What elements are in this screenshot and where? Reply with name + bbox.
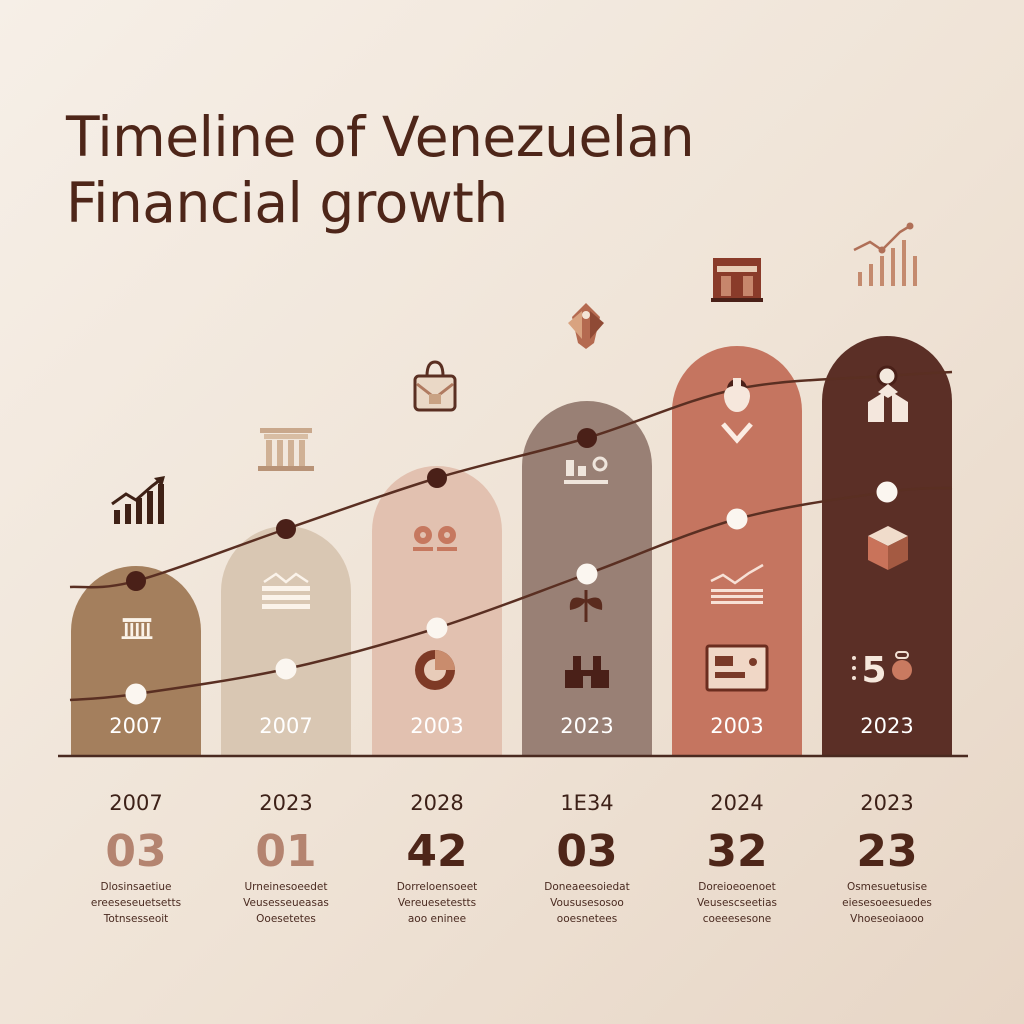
category-value-label: 42 <box>406 826 467 877</box>
category-description-line: Totnsesseoit <box>103 913 169 925</box>
ledger-icon <box>262 572 310 609</box>
chart-title-line-1: Timeline of Venezuelan <box>66 105 695 169</box>
category-year-label: 2007 <box>109 791 162 815</box>
category-description-line: Vhoeseoiaooo <box>850 913 924 925</box>
growth-icon <box>564 456 608 484</box>
category-year-label: 1E34 <box>560 791 613 815</box>
bar-year-label: 2007 <box>259 714 312 738</box>
category-year-label: 2023 <box>860 791 913 815</box>
target-icon <box>415 650 455 690</box>
data-point <box>876 481 898 503</box>
category-description-line: Dlosinsaetiue <box>101 881 172 893</box>
bar-chart-icon <box>111 476 165 524</box>
series-line <box>69 370 953 589</box>
leaf-icon <box>569 590 603 622</box>
chart-title-line-2: Financial growth <box>66 171 508 235</box>
category-year-label: 2028 <box>410 791 463 815</box>
category-description-line: Urneinesoeedet <box>244 881 327 893</box>
data-point <box>276 519 296 539</box>
bar-year-label: 2003 <box>410 714 463 738</box>
bar <box>221 526 351 756</box>
category-description-line: Ooesetetes <box>256 913 316 925</box>
category-value-label: 32 <box>706 826 767 877</box>
data-point <box>126 571 146 591</box>
series-line <box>69 486 953 702</box>
bar-year-label: 2023 <box>860 714 913 738</box>
data-point <box>275 658 297 680</box>
trend-chart-icon <box>853 222 917 286</box>
category-description-line: Osmesuetusise <box>847 881 927 893</box>
cube-icon <box>868 526 908 570</box>
bar-year-label: 2007 <box>109 714 162 738</box>
data-point <box>726 508 748 530</box>
coins-icon <box>413 526 457 551</box>
building-icon <box>711 258 763 302</box>
monitor-icon <box>705 644 769 692</box>
data-point <box>427 468 447 488</box>
category-description-line: Doreioeoenoet <box>698 881 775 893</box>
category-value-label: 03 <box>105 826 166 877</box>
data-point <box>576 563 598 585</box>
bar-year-label: 2003 <box>710 714 763 738</box>
category-value-label: 03 <box>556 826 617 877</box>
bank-icon <box>258 428 314 471</box>
line-chart-icon <box>710 563 764 604</box>
bar <box>372 466 502 756</box>
category-description-line: eiesesoeesuedes <box>842 897 932 909</box>
category-description-line: Voususesosoo <box>550 897 624 909</box>
category-year-label: 2024 <box>710 791 763 815</box>
bar <box>672 346 802 756</box>
bank-icon <box>121 618 153 639</box>
category-year-label: 2023 <box>259 791 312 815</box>
category-description-line: Veusesseueasas <box>243 897 329 909</box>
warehouse-icon <box>565 656 609 688</box>
data-point <box>125 683 147 705</box>
category-description-line: Veusescseetias <box>697 897 777 909</box>
bar-year-label: 2023 <box>560 714 613 738</box>
category-description-line: ooesnetees <box>557 913 617 925</box>
shield-icon <box>568 303 604 349</box>
data-point <box>876 365 898 387</box>
category-description-line: Dorreloensoeet <box>397 881 478 893</box>
bar <box>71 566 201 756</box>
category-description-line: ereeseseuetsetts <box>91 897 181 909</box>
category-description-line: Vereuesetestts <box>398 897 476 909</box>
chevron-down-icon <box>721 422 753 444</box>
money-bag-icon <box>724 378 750 412</box>
category-value-label: 01 <box>255 826 316 877</box>
category-value-label: 23 <box>856 826 917 877</box>
data-point <box>577 428 597 448</box>
boxes-icon <box>868 384 908 422</box>
counter-number: 5 <box>861 650 886 691</box>
coin-counter-icon: 5 <box>852 650 912 691</box>
category-description-line: coeeesesone <box>703 913 772 925</box>
category-description-line: aoo eninee <box>408 913 466 925</box>
category-description-line: Doneaeesoiedat <box>544 881 629 893</box>
briefcase-icon <box>413 360 457 412</box>
data-point <box>426 617 448 639</box>
